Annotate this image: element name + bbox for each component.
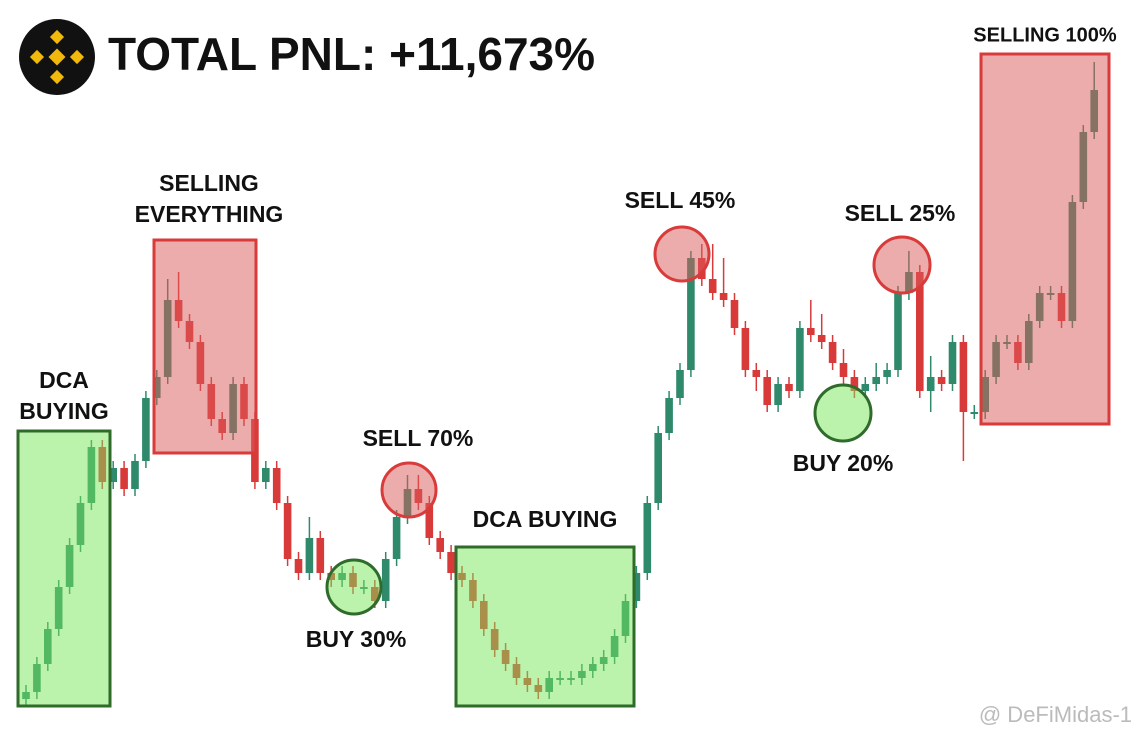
candle-body (926, 377, 935, 391)
candle-body (294, 559, 303, 573)
highlight-box (454, 545, 636, 708)
candle-body (687, 258, 695, 370)
candle-body (741, 328, 750, 370)
candle-body (425, 503, 434, 538)
candle-body (959, 342, 968, 412)
chart-title: TOTAL PNL: +11,673% (108, 28, 595, 80)
candle-body (131, 461, 139, 489)
candle-body (676, 370, 684, 398)
highlight-box (152, 238, 258, 455)
candle-body (839, 363, 848, 377)
candle-body (970, 412, 979, 414)
candle-body (774, 384, 782, 405)
candle-body (262, 468, 270, 482)
candle-body (752, 370, 761, 377)
candle-body (632, 573, 641, 601)
logo (19, 19, 95, 95)
candle-body (828, 342, 837, 363)
candle-body (120, 468, 128, 489)
annotation-label: DCA (39, 367, 89, 393)
candle-body (937, 377, 946, 384)
annotation-label: EVERYTHING (135, 201, 284, 227)
candle-body (447, 552, 455, 573)
annotation-label: BUY 30% (306, 626, 407, 652)
candle-body (643, 503, 652, 573)
candle-body (708, 279, 717, 293)
watermark: @ DeFiMidas-1 (979, 702, 1132, 727)
candle-body (785, 384, 793, 391)
highlight-circle (325, 558, 383, 616)
candle-body (883, 370, 891, 377)
candle-body (392, 517, 401, 559)
candle-body (436, 538, 444, 552)
annotation-label: SELL 70% (363, 425, 474, 451)
candle-body (850, 377, 859, 391)
highlight-circle (380, 461, 438, 519)
candle-body (719, 293, 728, 300)
candle-body (763, 377, 771, 405)
highlight-box (16, 429, 112, 708)
annotation-label: SELL 25% (845, 200, 956, 226)
candle-body (654, 433, 662, 503)
highlight-circle (653, 225, 711, 283)
annotation-label: DCA BUYING (473, 506, 618, 532)
candle-body (142, 398, 150, 461)
annotation-label: BUY 20% (793, 450, 894, 476)
candle-body (872, 377, 880, 384)
candle-body (817, 335, 826, 342)
candle-body (109, 468, 117, 482)
highlight-box (979, 52, 1111, 426)
annotation-label: SELLING 100% (973, 24, 1117, 46)
candle-body (861, 384, 870, 391)
candle-body (665, 398, 673, 433)
candle-body (948, 342, 957, 384)
candle-body (796, 328, 804, 391)
annotation-label: BUYING (19, 398, 108, 424)
candle-body (305, 538, 314, 573)
candle-body (894, 293, 902, 370)
annotation-label: SELL 45% (625, 187, 736, 213)
candle-body (381, 559, 390, 601)
annotation-label: SELLING (159, 170, 259, 196)
candle-body (916, 272, 924, 391)
candle-body (272, 468, 281, 503)
candle-body (283, 503, 292, 559)
candle-body (730, 300, 739, 328)
highlight-circle (872, 235, 932, 295)
candle-body (807, 328, 815, 335)
highlight-circle (813, 383, 873, 443)
candle-body (316, 538, 325, 573)
